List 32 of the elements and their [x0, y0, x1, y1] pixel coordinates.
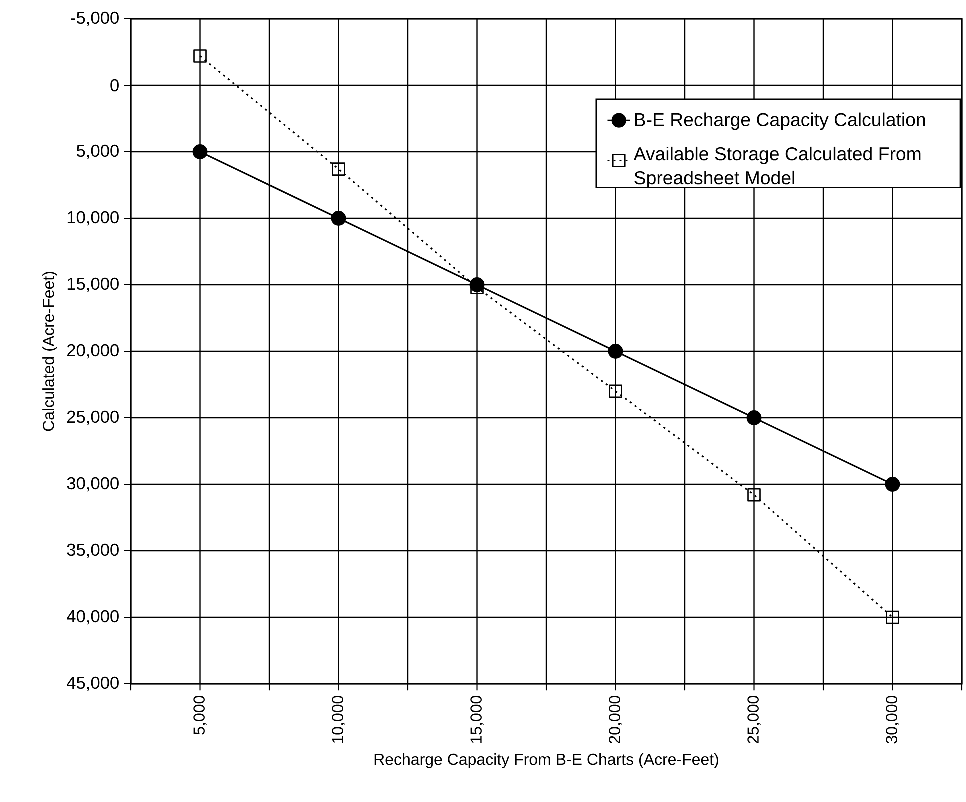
- x-tick-label: 10,000: [332, 696, 346, 744]
- x-tick-label: 30,000: [886, 696, 900, 744]
- y-tick-label: 15,000: [68, 278, 119, 292]
- y-tick-label: 20,000: [67, 344, 119, 359]
- y-tick-label: 10,000: [68, 211, 119, 226]
- y-tick-label: 45,000: [67, 676, 119, 692]
- y-tick-label: 40,000: [67, 610, 119, 625]
- point: [608, 344, 624, 359]
- point: [609, 384, 622, 398]
- point: [885, 477, 900, 492]
- legend-label: B-E Recharge Capacity Calculation: [635, 112, 926, 130]
- point: [746, 410, 762, 426]
- point: [332, 162, 346, 176]
- point: [192, 144, 208, 160]
- point: [886, 610, 900, 624]
- legend-label: Available Storage Calculated From Spreadsheet Model: [634, 146, 921, 188]
- y-tick-label: 35,000: [67, 544, 119, 558]
- point: [470, 280, 484, 294]
- x-tick-label: 15,000: [470, 696, 484, 744]
- y-tick-label: 25,000: [67, 410, 119, 426]
- point: [194, 50, 207, 63]
- x-tick-label: 25,000: [748, 696, 761, 744]
- x-tick-label: 20,000: [609, 696, 622, 744]
- point: [748, 488, 761, 502]
- y-tick-label: -5,000: [71, 12, 119, 26]
- y-axis-title: Calculated (Acre-Feet): [42, 272, 58, 432]
- x-axis-title: Recharge Capacity From B-E Charts (Acre-Feet): [374, 753, 718, 768]
- x-tick-label: 5,000: [194, 696, 207, 735]
- y-tick-label: 5,000: [76, 144, 119, 160]
- y-tick-label: 0: [110, 79, 119, 92]
- y-tick-label: 30,000: [67, 477, 119, 492]
- point: [331, 211, 346, 226]
